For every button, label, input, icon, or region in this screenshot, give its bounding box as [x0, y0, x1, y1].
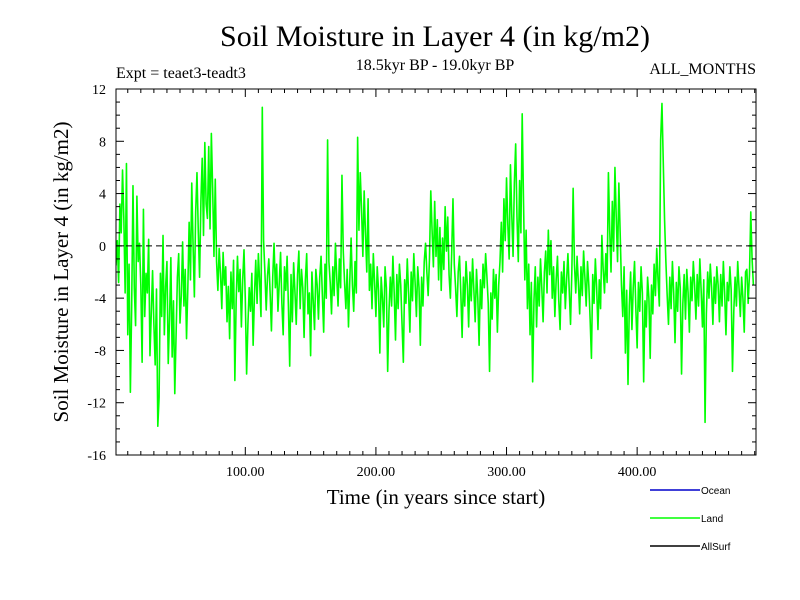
series-line-land	[116, 102, 755, 428]
y-axis-tick-labels: 12 8 4 0 -4 -8 -12 -16	[87, 83, 106, 464]
y-tick-label: -8	[94, 344, 106, 359]
legend: Ocean Land AllSurf	[650, 486, 731, 553]
y-tick-label: 8	[99, 135, 106, 150]
x-axis-label: Time (in years since start)	[327, 485, 546, 509]
axis-ticks	[116, 88, 756, 456]
y-tick-label: 0	[99, 240, 106, 255]
y-tick-label: -16	[87, 449, 106, 464]
x-tick-label: 100.00	[226, 465, 265, 480]
y-tick-label: 12	[92, 83, 106, 98]
x-tick-label: 200.00	[357, 465, 396, 480]
legend-label-allsurf: AllSurf	[701, 542, 731, 553]
x-tick-label: 300.00	[487, 465, 526, 480]
y-axis-label: Soil Moisture in Layer 4 (in kg/m2)	[49, 122, 73, 423]
chart-subtitle-right: ALL_MONTHS	[649, 61, 756, 78]
chart-subtitle-center: 18.5kyr BP - 19.0kyr BP	[356, 57, 515, 74]
legend-label-ocean: Ocean	[701, 486, 730, 497]
plot-frame	[115, 88, 757, 456]
x-axis-tick-labels: 100.00 200.00 300.00 400.00	[226, 465, 656, 480]
legend-label-land: Land	[701, 514, 723, 525]
chart-subtitle-left: Expt = teaet3-teadt3	[116, 65, 246, 82]
y-tick-label: -12	[87, 397, 106, 412]
y-tick-label: -4	[94, 292, 106, 307]
y-tick-label: 4	[99, 188, 106, 203]
chart-title: Soil Moisture in Layer 4 (in kg/m2)	[220, 20, 650, 53]
x-tick-label: 400.00	[618, 465, 657, 480]
